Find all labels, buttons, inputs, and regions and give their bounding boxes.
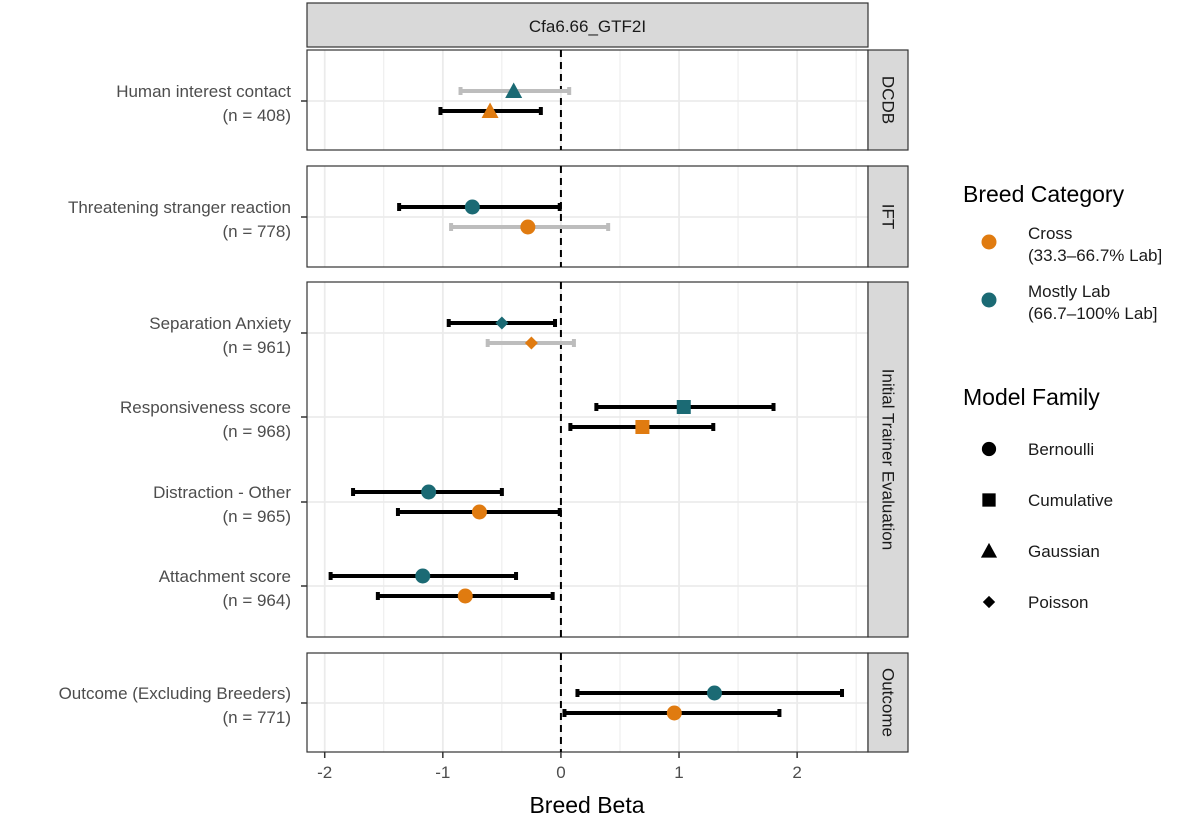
legend-family-label: Cumulative	[1028, 491, 1113, 510]
panel-grid-3	[307, 653, 868, 752]
legend-family-marker	[981, 441, 997, 457]
point-estimate-marker	[464, 199, 480, 215]
facet-strip-top: Cfa6.66_GTF2I	[306, 2, 869, 48]
legend-breed-range: (66.7–100% Lab]	[1028, 304, 1158, 323]
estimate-mostly-lab	[397, 199, 562, 215]
facet-strip-label: IFT	[879, 204, 898, 230]
x-tick-label: 1	[674, 763, 683, 782]
point-estimate-marker	[666, 705, 682, 721]
row-n-label: (n = 968)	[222, 422, 291, 441]
panel-grid-1	[307, 166, 868, 267]
panel-grid-0	[307, 50, 868, 150]
row-n-label: (n = 964)	[222, 591, 291, 610]
facet-strip-right	[867, 652, 909, 753]
point-estimate-marker	[457, 588, 473, 604]
row-label: Separation Anxiety	[149, 314, 291, 333]
panel-grid-2	[307, 282, 868, 637]
point-estimate-marker	[481, 102, 499, 118]
facet-strip-label: DCDB	[879, 76, 898, 124]
x-tick-label: 2	[792, 763, 801, 782]
facet-panel-2: Initial Trainer Evaluation	[306, 281, 909, 638]
facet-strip-label: Outcome	[879, 668, 898, 737]
legend-family-label: Bernoulli	[1028, 440, 1094, 459]
row-n-label: (n = 965)	[222, 507, 291, 526]
legend: Breed Category Model Family Cross (33.3–6…	[963, 181, 1162, 612]
estimate-mostly-lab	[575, 685, 845, 701]
estimate-mostly-lab	[351, 484, 504, 500]
row-label: Threatening stranger reaction	[68, 198, 291, 217]
facet-strip-right	[867, 49, 909, 151]
facet-strip-label: Initial Trainer Evaluation	[879, 369, 898, 550]
point-estimate-marker	[676, 400, 691, 414]
row-n-label: (n = 778)	[222, 222, 291, 241]
legend-breed-swatch	[981, 234, 997, 250]
point-estimate-marker	[505, 82, 523, 98]
estimate-cross	[485, 336, 576, 350]
panel-border	[306, 49, 869, 151]
legend-family-marker	[982, 595, 996, 609]
estimate-mostly-lab	[458, 82, 572, 98]
row-label: Human interest contact	[116, 82, 291, 101]
facet-strip-right	[867, 165, 909, 268]
point-estimate-marker	[524, 336, 538, 350]
row-label: Outcome (Excluding Breeders)	[59, 684, 291, 703]
x-tick-label: 0	[556, 763, 565, 782]
legend-family-label: Gaussian	[1028, 542, 1100, 561]
row-n-label: (n = 408)	[222, 106, 291, 125]
legend-breed-label: Mostly Lab	[1028, 282, 1110, 301]
legend-family-title: Model Family	[963, 384, 1100, 410]
strip-title: Cfa6.66_GTF2I	[529, 17, 646, 36]
point-estimate-marker	[421, 484, 437, 500]
estimate-mostly-lab	[446, 316, 558, 330]
estimate-cross	[568, 420, 716, 434]
point-estimate-marker	[706, 685, 722, 701]
point-estimate-marker	[415, 568, 431, 584]
row-label: Attachment score	[159, 567, 291, 586]
legend-breed-swatch	[981, 292, 997, 308]
facet-panel-3: Outcome	[306, 652, 909, 753]
row-label: Responsiveness score	[120, 398, 291, 417]
row-label: Distraction - Other	[153, 483, 291, 502]
estimate-cross	[395, 504, 562, 520]
facet-strip-right	[867, 281, 909, 638]
estimate-cross	[375, 588, 555, 604]
row-n-label: (n = 961)	[222, 338, 291, 357]
estimate-cross	[438, 102, 543, 118]
facet-panel-0: DCDB	[306, 49, 909, 151]
estimate-cross	[562, 705, 782, 721]
x-axis-title: Breed Beta	[529, 792, 644, 818]
estimate-mostly-lab	[594, 400, 776, 414]
legend-breed-range: (33.3–66.7% Lab]	[1028, 246, 1162, 265]
panel-border	[306, 281, 869, 638]
estimate-cross	[449, 219, 611, 235]
row-n-label: (n = 771)	[222, 708, 291, 727]
x-tick-label: -2	[317, 763, 332, 782]
point-estimate-marker	[495, 316, 509, 330]
point-estimate-marker	[635, 420, 650, 434]
legend-family-marker	[980, 542, 998, 558]
x-tick-label: -1	[435, 763, 450, 782]
estimate-mostly-lab	[328, 568, 519, 584]
legend-family-label: Poisson	[1028, 593, 1088, 612]
point-estimate-marker	[520, 219, 536, 235]
point-estimate-marker	[471, 504, 487, 520]
legend-breed-title: Breed Category	[963, 181, 1125, 207]
legend-family-marker	[982, 493, 996, 507]
legend-breed-label: Cross	[1028, 224, 1072, 243]
